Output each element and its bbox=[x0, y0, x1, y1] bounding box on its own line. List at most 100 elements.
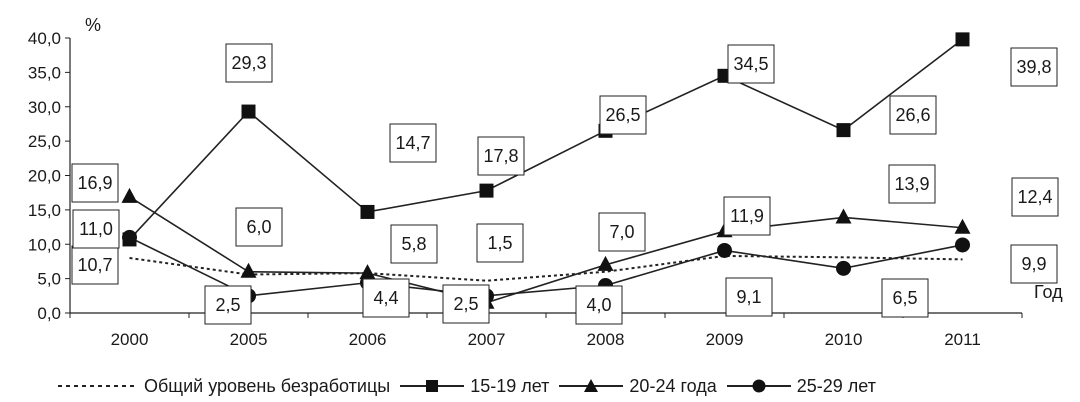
data-label-text: 5,8 bbox=[401, 234, 426, 254]
data-label-box bbox=[598, 212, 646, 252]
data-point-square bbox=[241, 104, 256, 119]
legend-item-15-19: 15-19 лет bbox=[400, 376, 549, 397]
data-label: 4,4 bbox=[362, 278, 410, 318]
y-tick-label: 5,0 bbox=[37, 270, 61, 289]
data-point-triangle bbox=[121, 187, 138, 203]
series-line bbox=[129, 254, 963, 282]
chart-legend: Общий уровень безработицы 15-19 лет 20-2… bbox=[58, 374, 886, 398]
legend-label-total: Общий уровень безработицы bbox=[144, 375, 391, 396]
data-label: 6,5 bbox=[881, 278, 929, 318]
data-label-box bbox=[575, 285, 623, 325]
data-label: 11,9 bbox=[723, 196, 771, 236]
legend-item-20-24: 20-24 года bbox=[559, 375, 717, 397]
data-label: 13,9 bbox=[888, 164, 936, 204]
x-tick-label: 2009 bbox=[706, 330, 744, 349]
data-label-text: 4,0 bbox=[586, 295, 611, 315]
data-label-box bbox=[889, 95, 937, 135]
data-point-circle bbox=[122, 229, 137, 245]
data-label: 7,0 bbox=[598, 212, 646, 252]
y-tick-label: 30,0 bbox=[28, 98, 61, 117]
legend-label-15-19: 15-19 лет bbox=[470, 375, 550, 396]
x-axis-title: Год bbox=[1034, 282, 1063, 302]
y-tick-label: 15,0 bbox=[28, 201, 61, 220]
data-label: 1,5 bbox=[476, 223, 524, 263]
data-label-text: 12,4 bbox=[1017, 187, 1052, 207]
data-label-box bbox=[225, 43, 273, 83]
data-point-circle bbox=[836, 260, 851, 276]
data-label-box bbox=[599, 95, 647, 135]
data-label-text: 11,9 bbox=[730, 206, 764, 226]
data-point-square bbox=[955, 32, 970, 47]
x-tick-label: 2005 bbox=[230, 330, 268, 349]
data-label-text: 14,7 bbox=[395, 133, 430, 153]
data-label-text: 26,6 bbox=[895, 105, 930, 125]
data-label: 12,4 bbox=[1011, 177, 1059, 217]
data-label-box bbox=[1010, 244, 1058, 284]
data-label-box bbox=[71, 245, 119, 285]
legend-square-marker-icon bbox=[400, 380, 465, 392]
data-point-triangle bbox=[240, 262, 257, 278]
legend-item-total: Общий уровень безработицы bbox=[58, 376, 390, 397]
data-label: 26,5 bbox=[599, 95, 647, 135]
data-point-square bbox=[479, 183, 494, 198]
y-axis-title: % bbox=[85, 15, 101, 35]
data-label-box bbox=[477, 136, 525, 176]
data-point-square bbox=[836, 123, 851, 138]
data-label: 39,8 bbox=[1010, 47, 1058, 87]
data-label-box bbox=[1011, 177, 1059, 217]
data-label: 11,0 bbox=[72, 209, 120, 249]
data-point-triangle bbox=[835, 208, 852, 224]
x-tick-label: 2008 bbox=[587, 330, 625, 349]
data-label-box bbox=[204, 285, 252, 325]
y-tick-label: 20,0 bbox=[28, 167, 61, 186]
line-chart: 0,0 5,0 10,0 15,0 20,0 25,0 30,0 35,0 40,0 2000 20… bbox=[28, 15, 1063, 349]
data-label-box bbox=[476, 223, 524, 263]
data-label: 9,9 bbox=[1010, 244, 1058, 284]
data-point-triangle bbox=[954, 218, 971, 234]
data-point-circle bbox=[717, 242, 732, 258]
data-label-box bbox=[1010, 47, 1058, 87]
data-label: 2,5 bbox=[442, 284, 490, 324]
x-tick-label: 2010 bbox=[825, 330, 863, 349]
data-label-text: 10,7 bbox=[77, 255, 112, 275]
data-label-text: 9,1 bbox=[736, 287, 761, 307]
legend-triangle-marker-icon bbox=[559, 379, 624, 392]
legend-label-20-24: 20-24 года bbox=[629, 375, 717, 396]
data-label: 6,0 bbox=[235, 207, 283, 247]
data-label-box bbox=[390, 224, 438, 264]
data-label-text: 9,9 bbox=[1021, 254, 1046, 274]
data-label: 26,6 bbox=[889, 95, 937, 135]
series-line bbox=[129, 236, 963, 297]
data-label-text: 34,5 bbox=[733, 54, 768, 74]
data-label-text: 17,8 bbox=[483, 146, 518, 166]
data-label-text: 11,0 bbox=[79, 219, 113, 239]
y-tick-label: 40,0 bbox=[28, 29, 61, 48]
data-label-box bbox=[881, 278, 929, 318]
x-tick-label: 2006 bbox=[349, 330, 387, 349]
data-label-text: 39,8 bbox=[1016, 57, 1051, 77]
data-label: 17,8 bbox=[477, 136, 525, 176]
data-label: 9,1 bbox=[725, 277, 773, 317]
data-label-text: 2,5 bbox=[215, 295, 240, 315]
data-label-box bbox=[888, 164, 936, 204]
data-label: 10,7 bbox=[71, 245, 119, 285]
data-label: 2,5 bbox=[204, 285, 252, 325]
data-label-box bbox=[235, 207, 283, 247]
y-tick-label: 10,0 bbox=[28, 235, 61, 254]
x-tick-label: 2007 bbox=[468, 330, 506, 349]
legend-dotted-line-icon bbox=[58, 385, 138, 387]
data-label-box bbox=[71, 163, 119, 203]
y-tick-label: 0,0 bbox=[37, 304, 61, 323]
data-point-circle bbox=[955, 237, 970, 253]
data-point-triangle bbox=[359, 264, 376, 280]
data-point-square bbox=[360, 204, 375, 219]
data-label-box bbox=[72, 209, 120, 249]
data-label-text: 6,0 bbox=[246, 217, 271, 237]
series-line bbox=[128, 38, 963, 240]
data-label-box bbox=[442, 284, 490, 324]
data-label-box bbox=[389, 123, 437, 163]
data-label-box bbox=[362, 278, 410, 318]
data-label: 29,3 bbox=[225, 43, 273, 83]
data-label-text: 1,5 bbox=[487, 233, 512, 253]
data-label-text: 7,0 bbox=[609, 222, 634, 242]
